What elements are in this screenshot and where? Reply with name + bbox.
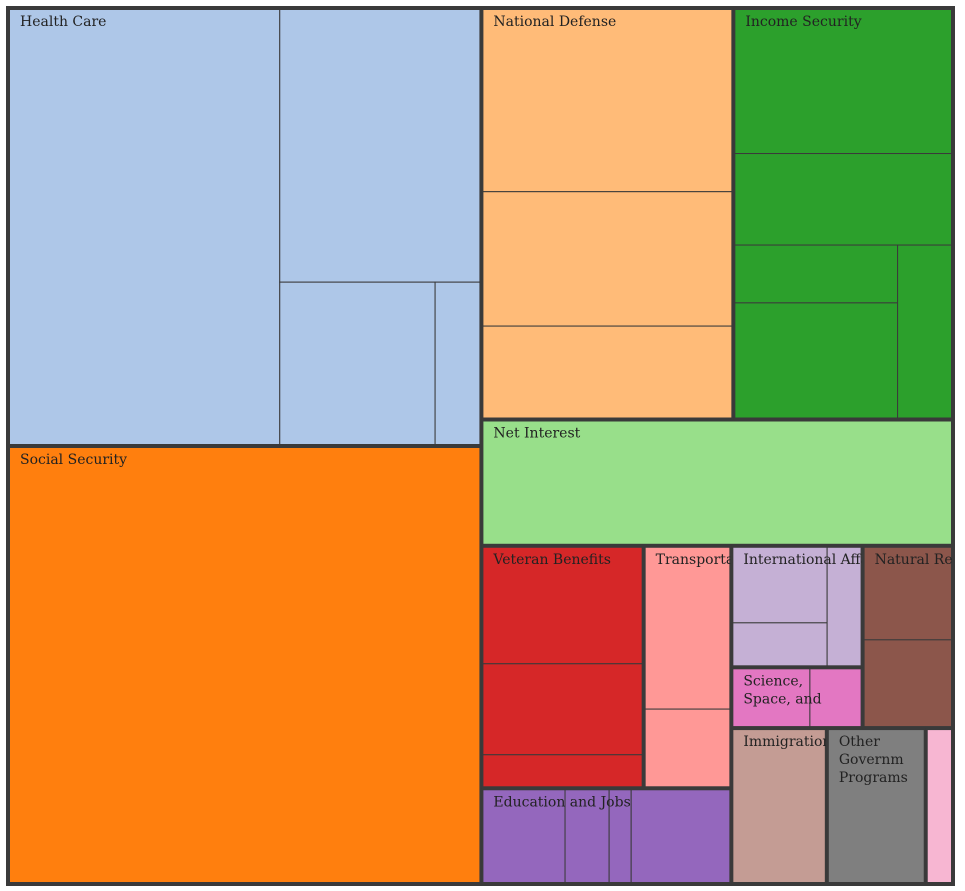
tile-veteran-benefits-1[interactable] (481, 663, 644, 756)
tile-transportation-1[interactable] (644, 708, 731, 788)
tile-veteran-benefits-2[interactable] (481, 754, 644, 788)
tile-education-and-jobs-0[interactable] (481, 788, 566, 884)
tile-other-government-programs-0[interactable] (827, 728, 926, 884)
tile-transportation-0[interactable] (644, 546, 731, 710)
label-social-security: Social Security (20, 452, 127, 468)
tile-education-and-jobs-1[interactable] (564, 788, 610, 884)
tile-natural-resources-and-environment-1[interactable] (863, 639, 953, 728)
outline-income-security (733, 8, 953, 420)
category-immigration-and-other[interactable]: Immigration and Other (731, 728, 908, 885)
label-income-security: Income Security (745, 14, 861, 30)
tile-international-affairs-0[interactable] (731, 546, 828, 624)
outline-transportation (643, 545, 732, 789)
outline-social-security (8, 446, 482, 884)
outline-other-government-programs (826, 728, 926, 885)
category-natural-resources-and-environment[interactable]: Natural Resources and (862, 545, 965, 729)
label-net-interest: Net Interest (493, 426, 580, 442)
tile-national-defense-1[interactable] (481, 191, 733, 327)
category-unlabeled[interactable] (925, 728, 953, 885)
outline-education-and-jobs (481, 788, 732, 884)
outline-immigration-and-other (731, 728, 827, 885)
outline-science-space-and-technology (731, 667, 863, 729)
tile-income-security-3[interactable] (733, 302, 899, 420)
label-line-other-government-programs-0: Other (839, 734, 880, 750)
category-health-care[interactable]: Health Care (8, 8, 482, 446)
label-line-national-defense-0: National Defense (493, 14, 616, 30)
label-line-science-space-and-technology-0: Science, (743, 673, 803, 689)
tile-immigration-and-other-0[interactable] (731, 728, 827, 884)
label-line-veteran-benefits-0: Veteran Benefits (492, 552, 611, 568)
tile-international-affairs-1[interactable] (731, 622, 828, 667)
label-line-income-security-0: Income Security (745, 14, 861, 30)
tile-health-care-1[interactable] (279, 8, 481, 283)
tile-income-security-0[interactable] (733, 8, 953, 155)
category-net-interest[interactable]: Net Interest (481, 419, 953, 546)
outline-natural-resources-and-environment (862, 545, 953, 729)
label-line-international-affairs-0: International Affairs (743, 552, 887, 568)
label-line-transportation-0: Transportation (656, 552, 762, 568)
label-line-net-interest-0: Net Interest (493, 426, 580, 442)
category-income-security[interactable]: Income Security (733, 8, 953, 420)
label-line-immigration-and-other-0: Immigration and Other (743, 734, 908, 750)
category-science-space-and-technology[interactable]: Science, Space, and (731, 667, 863, 729)
tile-international-affairs-2[interactable] (826, 546, 863, 667)
label-line-health-care-0: Health Care (20, 14, 106, 30)
label-line-education-and-jobs-0: Education and Jobs (493, 794, 630, 810)
category-other-government-programs[interactable]: Other Governm Programs (826, 728, 926, 885)
category-national-defense[interactable]: National Defense (481, 8, 734, 420)
category-transportation[interactable]: Transportation (643, 545, 762, 789)
outline-health-care (8, 8, 482, 446)
category-social-security[interactable]: Social Security (8, 446, 482, 884)
tile-unlabeled-0[interactable] (926, 728, 953, 884)
tile-national-defense-0[interactable] (481, 8, 733, 193)
category-education-and-jobs[interactable]: Education and Jobs (481, 788, 732, 884)
label-line-other-government-programs-2: Programs (839, 770, 908, 786)
outline-unlabeled (925, 728, 953, 885)
outline-national-defense (481, 8, 734, 420)
label-health-care: Health Care (20, 14, 106, 30)
category-international-affairs[interactable]: International Affairs (731, 545, 887, 668)
tile-social-security-0[interactable] (8, 446, 481, 884)
label-line-other-government-programs-1: Governm (839, 752, 904, 768)
outline-international-affairs (731, 545, 863, 668)
category-veteran-benefits[interactable]: Veteran Benefits (481, 545, 644, 789)
label-national-defense: National Defense (493, 14, 616, 30)
label-line-natural-resources-and-environment-0: Natural Resources and (875, 552, 965, 568)
tile-national-defense-2[interactable] (481, 325, 733, 420)
label-natural-resources-and-environment: Natural Resources and (875, 552, 965, 568)
tile-health-care-3[interactable] (434, 281, 481, 446)
tile-income-security-2[interactable] (733, 244, 899, 304)
label-education-and-jobs: Education and Jobs (493, 794, 630, 810)
outline-net-interest (481, 419, 953, 546)
label-line-social-security-0: Social Security (20, 452, 127, 468)
tile-health-care-2[interactable] (279, 281, 436, 446)
label-immigration-and-other: Immigration and Other (743, 734, 908, 750)
outline-veteran-benefits (481, 545, 644, 789)
tile-income-security-1[interactable] (733, 153, 953, 246)
tile-education-and-jobs-3[interactable] (630, 788, 731, 884)
label-science-space-and-technology: Science, Space, and (743, 673, 821, 707)
label-international-affairs: International Affairs (743, 552, 887, 568)
label-veteran-benefits: Veteran Benefits (492, 552, 611, 568)
tile-health-care-0[interactable] (8, 8, 281, 446)
tile-income-security-4[interactable] (897, 244, 953, 420)
label-line-science-space-and-technology-1: Space, and (743, 691, 821, 707)
label-other-government-programs: Other Governm Programs (839, 734, 908, 786)
label-transportation: Transportation (656, 552, 762, 568)
